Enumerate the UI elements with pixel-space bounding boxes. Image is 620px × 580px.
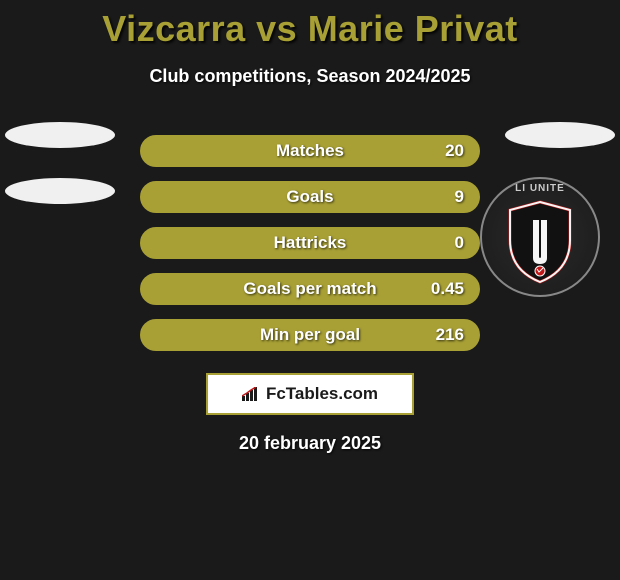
club-badge-text: LI UNITE xyxy=(495,183,585,194)
stat-row-min-per-goal: Min per goal 216 xyxy=(140,319,480,351)
left-player-avatars xyxy=(5,122,115,234)
footer-brand: FcTables.com xyxy=(242,384,378,404)
page-title: Vizcarra vs Marie Privat xyxy=(0,0,620,50)
stat-row-goals: Goals 9 xyxy=(140,181,480,213)
stat-value: 0.45 xyxy=(431,279,464,299)
avatar-placeholder xyxy=(505,122,615,148)
avatar-placeholder xyxy=(5,178,115,204)
date-text: 20 february 2025 xyxy=(0,433,620,454)
stat-row-matches: Matches 20 xyxy=(140,135,480,167)
stat-label: Hattricks xyxy=(142,233,478,253)
footer-brand-box: FcTables.com xyxy=(206,373,414,415)
infographic-container: Vizcarra vs Marie Privat Club competitio… xyxy=(0,0,620,454)
stat-value: 0 xyxy=(455,233,464,253)
subtitle: Club competitions, Season 2024/2025 xyxy=(0,66,620,87)
stat-label: Goals xyxy=(142,187,478,207)
shield-icon xyxy=(505,200,575,285)
avatar-placeholder xyxy=(5,122,115,148)
club-badge: LI UNITE xyxy=(480,177,600,297)
right-player-avatars xyxy=(505,122,615,178)
stat-row-hattricks: Hattricks 0 xyxy=(140,227,480,259)
stat-label: Matches xyxy=(142,141,478,161)
stat-value: 216 xyxy=(436,325,464,345)
stat-label: Goals per match xyxy=(142,279,478,299)
stat-label: Min per goal xyxy=(142,325,478,345)
stat-row-goals-per-match: Goals per match 0.45 xyxy=(140,273,480,305)
stat-value: 20 xyxy=(445,141,464,161)
bar-chart-icon xyxy=(242,387,260,401)
footer-brand-text: FcTables.com xyxy=(266,384,378,404)
stat-value: 9 xyxy=(455,187,464,207)
